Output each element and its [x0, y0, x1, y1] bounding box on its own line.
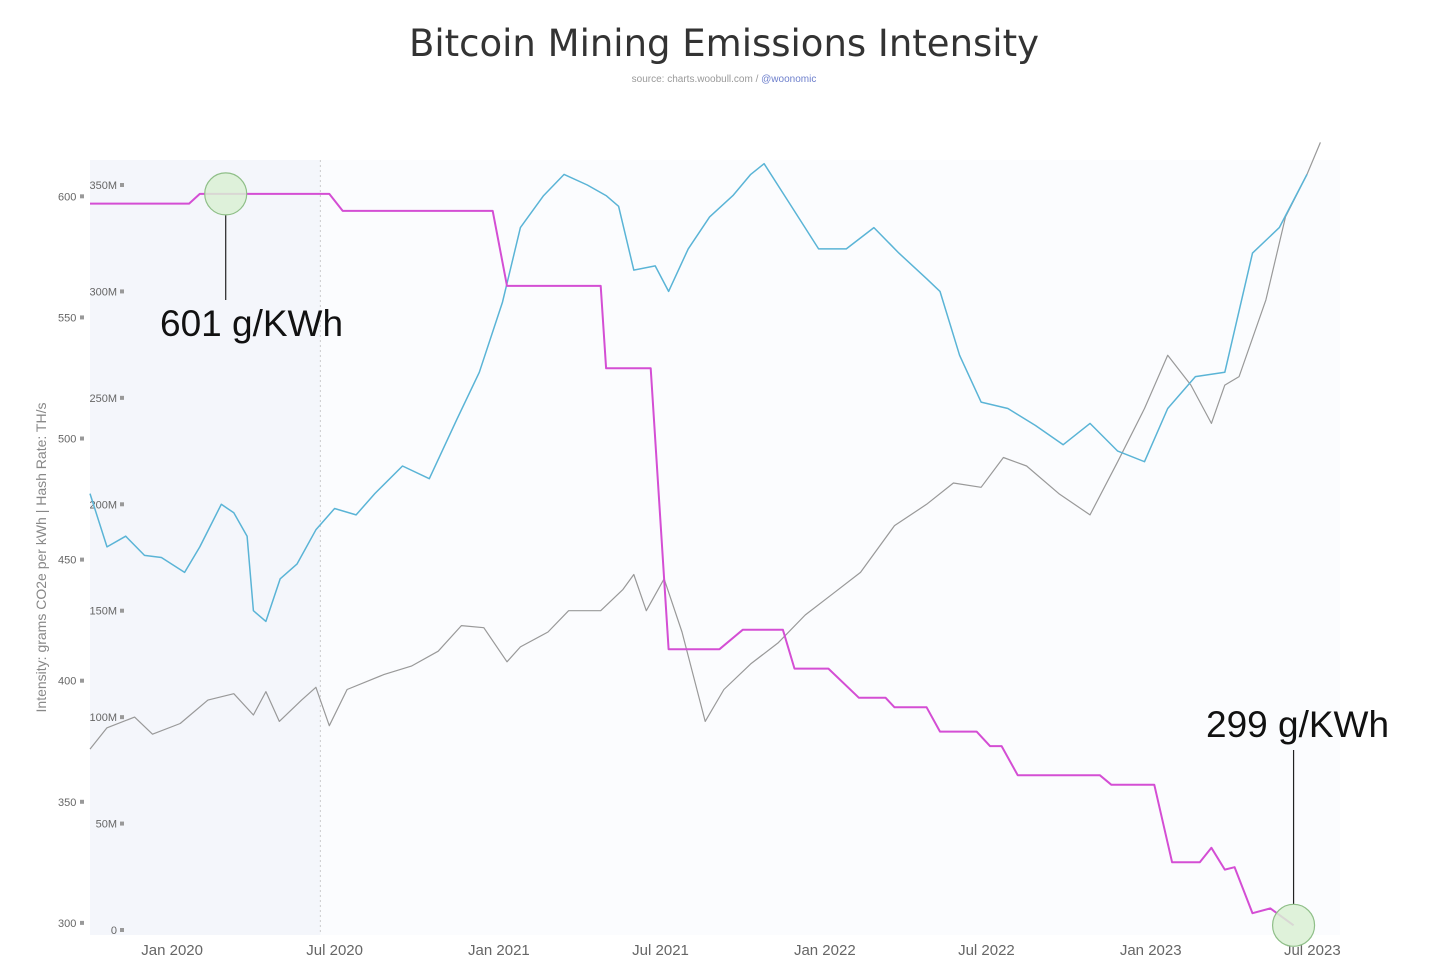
hashrate-tick-label: 0: [111, 925, 117, 937]
intensity-tick-label: 450: [58, 555, 76, 567]
intensity-line: [90, 192, 1295, 927]
hashrate-tick-mark: [120, 183, 124, 187]
x-tick-label: Jan 2022: [794, 942, 856, 959]
chart-source: source: charts.woobull.com / @woonomic: [0, 74, 1448, 85]
intensity-tick-mark: [80, 920, 84, 925]
hashrate-line: [89, 162, 1308, 623]
intensity-tick-label: 350: [58, 797, 76, 809]
hashrate-tick-mark: [120, 289, 124, 294]
x-tick-label: Jul 2022: [958, 942, 1015, 959]
hashrate-tick-mark: [120, 715, 124, 720]
annotation-label-start: 601 g/KWh: [160, 303, 343, 344]
hashrate-tick-label: 150M: [89, 606, 117, 618]
hashrate-tick-mark: [120, 608, 124, 613]
shaded-region: [90, 160, 321, 935]
hashrate-tick-mark: [120, 928, 124, 932]
annotation-marker: [1271, 903, 1316, 947]
intensity-tick-mark: [80, 194, 84, 199]
source-handle-link[interactable]: @woonomic: [761, 74, 817, 85]
hashrate-tick-label: 350M: [89, 180, 117, 192]
hashrate-tick-label: 100M: [89, 712, 117, 724]
x-tick-label: Jan 2020: [141, 942, 203, 959]
x-tick-label: Jan 2021: [468, 942, 530, 959]
y-axis-label: Intensity: grams CO2e per kWh | Hash Rat…: [33, 403, 49, 713]
intensity-tick-label: 500: [58, 434, 76, 446]
x-tick-label: Jul 2021: [632, 942, 689, 959]
intensity-tick-mark: [80, 799, 84, 804]
intensity-tick-label: 300: [58, 918, 76, 930]
intensity-tick-label: 400: [58, 676, 76, 688]
source-text: source: charts.woobull.com /: [631, 74, 762, 85]
intensity-tick-label: 550: [58, 312, 76, 324]
intensity-tick-mark: [80, 436, 84, 441]
annotation-label-end: 299 g/KWh: [1206, 704, 1389, 745]
chart-title: Bitcoin Mining Emissions Intensity: [409, 22, 1039, 65]
x-tick-label: Jan 2023: [1120, 942, 1182, 959]
hashrate-tick-mark: [120, 821, 124, 826]
hashrate-tick-label: 250M: [89, 393, 117, 405]
hashrate-tick-label: 200M: [89, 499, 117, 511]
intensity-tick-label: 600: [58, 191, 76, 203]
x-tick-label: Jul 2020: [306, 942, 363, 959]
annotation-marker: [204, 172, 248, 216]
intensity-tick-mark: [80, 557, 84, 562]
hashrate-tick-mark: [120, 395, 124, 400]
intensity-tick-mark: [80, 315, 84, 320]
hashrate-tick-label: 50M: [96, 819, 117, 831]
hashrate-tick-label: 300M: [89, 286, 117, 298]
intensity-tick-mark: [80, 678, 84, 683]
hashrate-tick-mark: [120, 502, 124, 507]
